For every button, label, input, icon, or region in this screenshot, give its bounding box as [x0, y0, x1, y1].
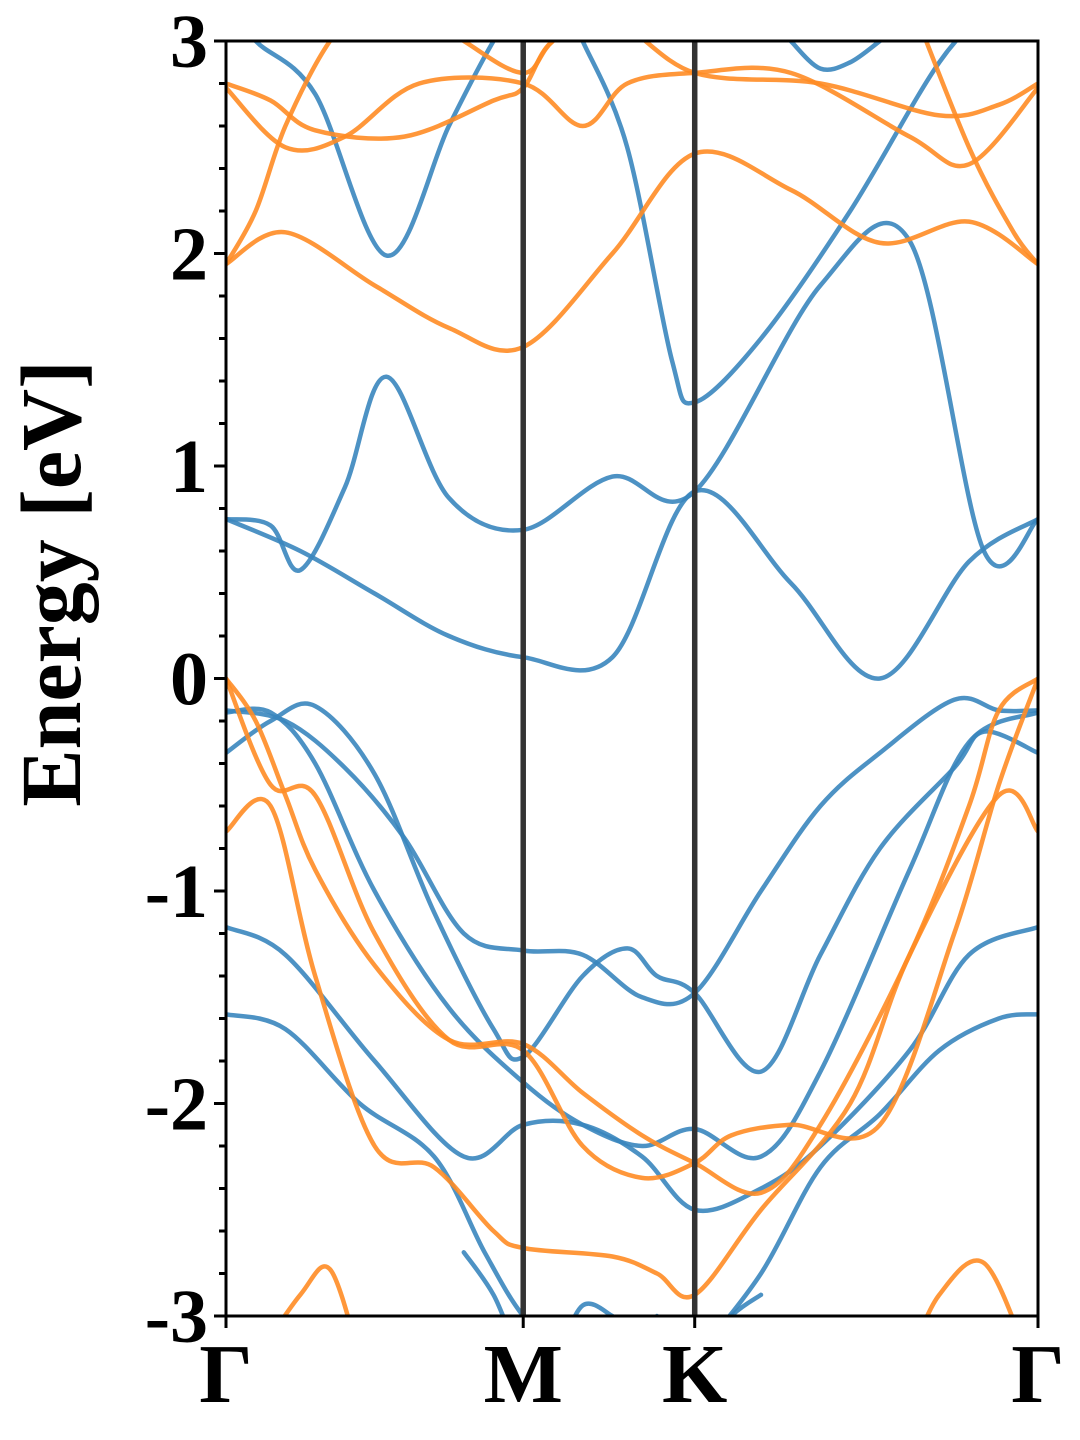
x-tick-label: K [662, 1328, 727, 1421]
spin-up-band-6 [226, 701, 1038, 1074]
spin-up-band-4 [788, 41, 883, 73]
spin-down-band-16 [281, 1264, 351, 1316]
y-tick-label: 2 [170, 213, 208, 297]
band-lines [226, 41, 1038, 1316]
spin-up-band-3 [580, 41, 959, 406]
spin-down-band-15 [226, 788, 1038, 1300]
spin-down-band-14 [226, 676, 1038, 1181]
spin-up-band-11 [461, 1250, 615, 1316]
x-tick-label: M [484, 1328, 563, 1421]
spin-down-band-23 [459, 41, 557, 76]
x-tick-label: Γ [199, 1328, 252, 1421]
y-tick-label: 3 [170, 0, 208, 84]
y-tick-label: -2 [145, 1063, 208, 1147]
spin-up-band-1 [226, 220, 1038, 573]
spin-up-band-7 [226, 706, 1038, 1161]
spin-down-band-18 [226, 149, 1038, 353]
spin-up-band-10 [726, 1012, 1038, 1316]
y-tick-label: -1 [145, 850, 208, 934]
y-tick-label: -3 [145, 1275, 208, 1359]
plot-frame [224, 39, 1040, 1318]
spin-down-band-17 [924, 1258, 1015, 1316]
spin-up-band-2 [252, 41, 497, 258]
spin-down-band-20 [923, 41, 1038, 267]
spin-up-band-9 [226, 1012, 660, 1316]
x-tick-label: Γ [1011, 1328, 1064, 1421]
spin-down-band-19 [226, 41, 333, 267]
spin-down-band-21 [226, 65, 1038, 169]
y-axis-ticks: -3 -2 -1 0 1 2 3 [145, 0, 226, 1359]
spin-up-band-12 [728, 1292, 764, 1316]
y-tick-label: 1 [170, 425, 208, 509]
spin-up-band-0 [226, 487, 1038, 681]
spin-up-band-8 [226, 924, 1038, 1214]
spin-down-band-22 [226, 41, 1038, 141]
high-symmetry-lines [520, 41, 698, 1316]
y-axis-label: Energy [eV] [3, 360, 99, 807]
y-tick-label: 0 [170, 638, 208, 722]
spin-up-band-5 [226, 695, 1038, 1007]
spin-down-band-13 [226, 676, 1038, 1196]
